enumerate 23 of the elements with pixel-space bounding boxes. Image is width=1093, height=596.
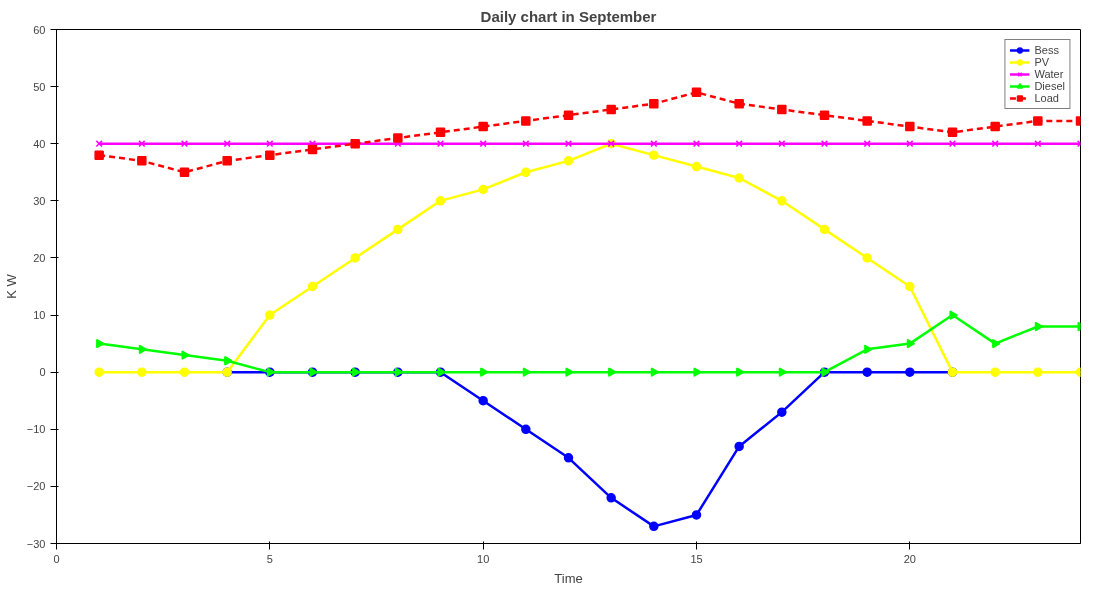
y-tick-label: −30 [26, 537, 46, 550]
y-tick-label: 20 [33, 251, 46, 264]
y-tick-label: 40 [33, 137, 46, 150]
legend-label: Load [1034, 92, 1059, 104]
legend-label: Diesel [1034, 80, 1065, 92]
y-tick-label: 10 [33, 309, 46, 322]
y-tick-label: 50 [33, 80, 46, 93]
x-tick-label: 20 [903, 552, 916, 565]
chart-title: Daily chart in September [480, 7, 657, 25]
x-tick-label: 10 [477, 552, 490, 565]
x-tick-label: 15 [690, 552, 703, 565]
y-tick-label: −20 [26, 480, 46, 493]
y-tick-label: 60 [33, 23, 46, 36]
x-tick-label: 5 [266, 552, 273, 565]
y-tick-label: −10 [26, 423, 46, 436]
legend-label: PV [1034, 56, 1051, 68]
legend-label: Water [1034, 68, 1064, 80]
legend-label: Bess [1034, 44, 1059, 56]
x-axis-title: Time [554, 570, 583, 586]
y-tick-label: 0 [39, 366, 46, 379]
y-tick-label: 30 [33, 194, 46, 207]
y-axis-title: K W [3, 273, 19, 299]
x-tick-label: 0 [53, 552, 60, 565]
